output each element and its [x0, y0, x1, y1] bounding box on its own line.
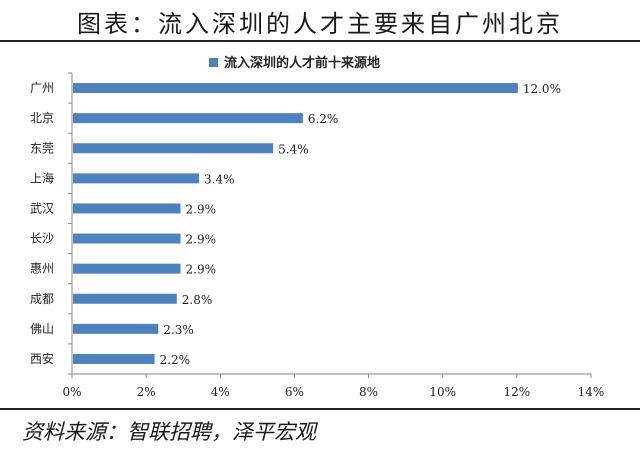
- figure-title: 图表：流入深圳的人才主要来自广州北京: [77, 10, 563, 38]
- x-tick-label: 12%: [504, 385, 531, 399]
- bar: [73, 293, 177, 304]
- value-label: 2.8%: [182, 293, 213, 307]
- category-label: 成都: [30, 292, 54, 306]
- category-label: 惠州: [30, 262, 54, 276]
- category-label: 北京: [30, 111, 54, 125]
- bar: [73, 203, 181, 214]
- category-label: 上海: [30, 170, 54, 185]
- title-divider: [0, 40, 640, 42]
- category-label: 武汉: [30, 201, 54, 215]
- value-label: 2.3%: [163, 323, 194, 337]
- category-label: 西安: [30, 351, 54, 366]
- value-label: 2.9%: [186, 202, 217, 216]
- value-label: 2.2%: [160, 353, 191, 367]
- bar: [73, 113, 303, 124]
- bar: [73, 353, 155, 364]
- source-divider: [0, 408, 640, 410]
- bar: [73, 323, 159, 334]
- source-note: 资料来源：智联招聘，泽平宏观: [22, 420, 316, 444]
- plot-area: 0% 2% 4% 6% 8% 10% 12% 14% 广州 12.0% 北京 6.2% 东莞 5.4% 上海…: [30, 72, 605, 399]
- bar: [73, 233, 181, 244]
- legend: 流入深圳的人才前十来源地: [209, 55, 380, 71]
- x-tick-label: 2%: [137, 385, 156, 399]
- x-tick-label: 6%: [285, 385, 304, 399]
- category-label: 长沙: [30, 232, 54, 246]
- legend-swatch: [209, 58, 218, 67]
- x-tick-label: 4%: [211, 385, 230, 399]
- bar: [73, 263, 181, 274]
- legend-label: 流入深圳的人才前十来源地: [224, 55, 380, 71]
- value-label: 2.9%: [186, 263, 217, 277]
- x-tick-label: 0%: [62, 385, 81, 399]
- x-tick-label: 10%: [429, 385, 456, 399]
- category-label: 东莞: [30, 141, 54, 155]
- value-label: 12.0%: [523, 82, 561, 96]
- bar: [73, 83, 518, 94]
- category-label: 佛山: [30, 322, 54, 336]
- value-label: 2.9%: [186, 233, 217, 247]
- value-label: 5.4%: [278, 142, 309, 156]
- x-tick-label: 14%: [578, 385, 605, 399]
- bar: [73, 173, 200, 184]
- category-label: 广州: [30, 81, 54, 95]
- value-label: 3.4%: [204, 172, 235, 186]
- value-label: 6.2%: [308, 112, 339, 126]
- bar: [73, 143, 274, 154]
- x-tick-label: 8%: [359, 385, 378, 399]
